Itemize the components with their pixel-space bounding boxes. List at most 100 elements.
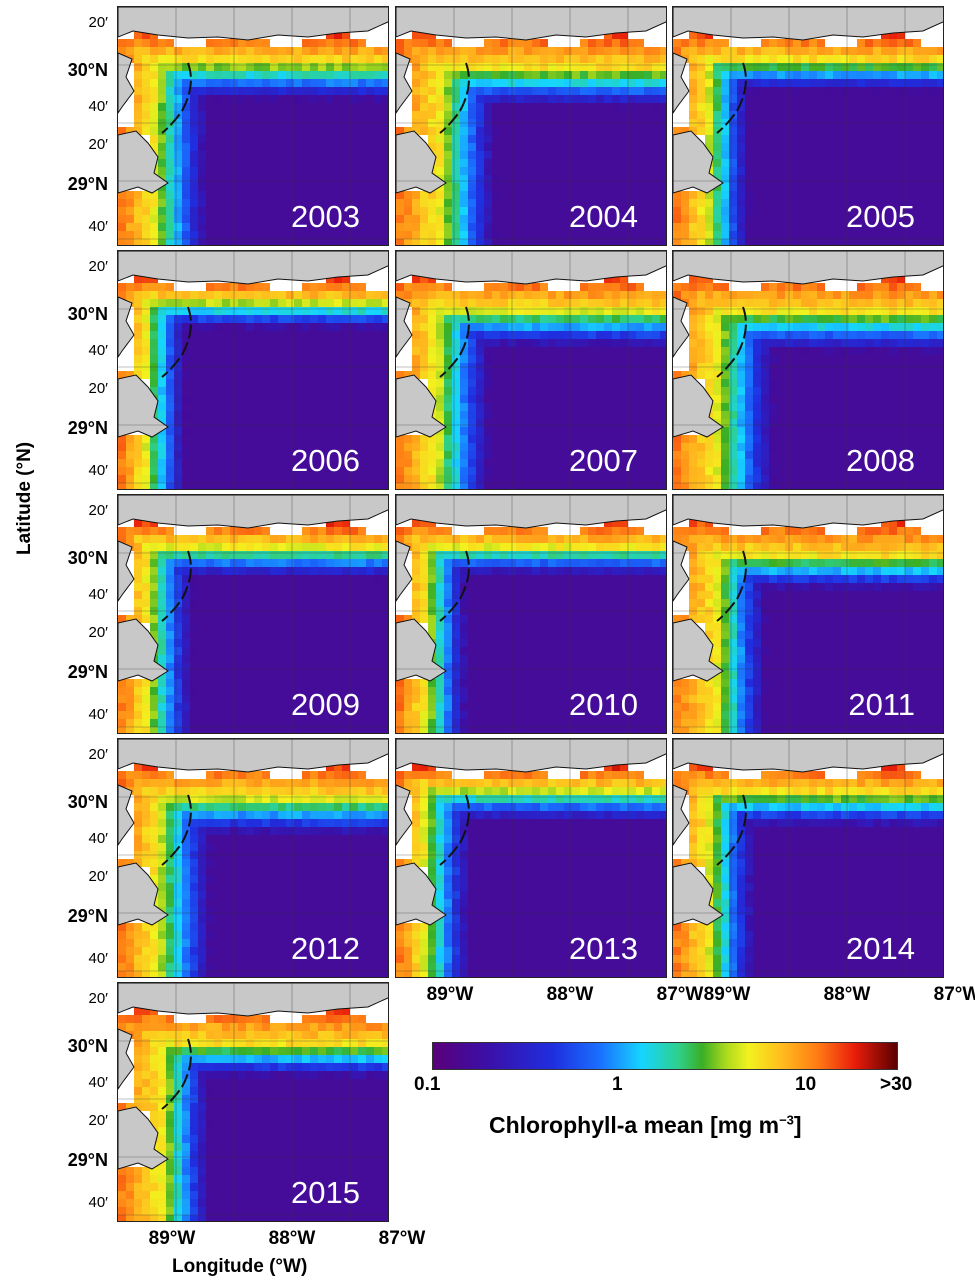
land-polygon xyxy=(118,618,169,682)
lat-tick: 40′ xyxy=(88,950,109,967)
lon-tick: 88°W xyxy=(268,1228,316,1249)
lat-tick: 20′ xyxy=(88,1112,109,1129)
lat-tick: 40′ xyxy=(88,830,109,847)
year-label: 2012 xyxy=(291,931,360,966)
lat-tick: 20′ xyxy=(88,380,109,397)
land-polygon xyxy=(118,296,135,358)
chlorophyll-map xyxy=(673,251,943,489)
x-axis-label: Longitude (°W) xyxy=(172,1256,308,1277)
land-polygon xyxy=(396,540,413,602)
lon-tick: 87°W xyxy=(378,1228,426,1249)
colorbar-tick-10: 10 xyxy=(795,1074,817,1095)
y-axis-label: Latitude (°N) xyxy=(14,441,35,555)
year-label: 2007 xyxy=(569,443,638,478)
lon-tick: 88°W xyxy=(546,984,594,1005)
land-polygon xyxy=(396,7,666,41)
lat-tick: 40′ xyxy=(88,706,109,723)
lon-tick: 89°W xyxy=(426,984,474,1005)
barrier-islands xyxy=(161,306,192,378)
land-polygon xyxy=(673,251,943,285)
barrier-islands xyxy=(439,306,470,378)
year-label: 2006 xyxy=(291,443,360,478)
land-polygon xyxy=(396,495,666,529)
lat-tick: 40′ xyxy=(88,1074,109,1091)
land-polygon xyxy=(396,374,447,438)
lat-tick: 40′ xyxy=(88,1194,109,1211)
lat-tick: 40′ xyxy=(88,342,109,359)
chlorophyll-map xyxy=(396,739,666,977)
barrier-islands xyxy=(439,550,470,622)
land-polygon xyxy=(673,296,690,358)
lat-tick: 30°N xyxy=(67,792,108,812)
chlorophyll-map xyxy=(396,495,666,733)
map-panel-2014: 2014 xyxy=(672,738,944,978)
land-polygon xyxy=(118,495,388,529)
lat-tick: 40′ xyxy=(88,218,109,235)
map-panel-2013: 2013 xyxy=(395,738,667,978)
land-polygon xyxy=(396,618,447,682)
land-polygon xyxy=(118,374,169,438)
lat-tick: 20′ xyxy=(88,258,109,275)
land-polygon xyxy=(396,296,413,358)
colorbar xyxy=(432,1042,898,1070)
chlorophyll-map xyxy=(118,7,388,245)
barrier-islands xyxy=(161,794,192,866)
land-polygon xyxy=(396,130,447,194)
lat-tick: 30°N xyxy=(67,1036,108,1056)
lon-tick: 89°W xyxy=(148,1228,196,1249)
land-polygon xyxy=(118,1028,135,1090)
map-panel-2010: 2010 xyxy=(395,494,667,734)
lat-tick: 40′ xyxy=(88,586,109,603)
map-panel-2015: 2015 xyxy=(117,982,389,1222)
year-label: 2009 xyxy=(291,687,360,722)
land-polygon xyxy=(118,862,169,926)
lat-tick: 30°N xyxy=(67,304,108,324)
lat-tick: 20′ xyxy=(88,14,109,31)
lat-tick: 30°N xyxy=(67,548,108,568)
lon-tick: 89°W xyxy=(703,984,751,1005)
barrier-islands xyxy=(161,550,192,622)
year-label: 2011 xyxy=(848,687,915,722)
year-label: 2015 xyxy=(291,1175,360,1210)
barrier-islands xyxy=(716,62,747,134)
land-polygon xyxy=(673,618,724,682)
year-label: 2008 xyxy=(846,443,915,478)
colorbar-title: Chlorophyll-a mean [mg m−3] xyxy=(489,1112,802,1138)
year-label: 2014 xyxy=(846,931,915,966)
lat-tick: 20′ xyxy=(88,868,109,885)
lat-tick: 29°N xyxy=(67,906,108,926)
lat-tick: 20′ xyxy=(88,502,109,519)
land-polygon xyxy=(673,130,724,194)
land-polygon xyxy=(118,251,388,285)
land-polygon xyxy=(673,52,690,114)
chlorophyll-map xyxy=(118,983,388,1221)
lat-tick: 20′ xyxy=(88,624,109,641)
lat-tick: 29°N xyxy=(67,418,108,438)
land-polygon xyxy=(118,130,169,194)
chlorophyll-map xyxy=(396,7,666,245)
lon-tick: 87°W xyxy=(656,984,704,1005)
colorbar-tick-1: 1 xyxy=(612,1074,623,1095)
lon-tick: 87°W xyxy=(933,984,975,1005)
lat-tick: 40′ xyxy=(88,462,109,479)
chlorophyll-map xyxy=(673,7,943,245)
land-polygon xyxy=(118,1106,169,1170)
barrier-islands xyxy=(716,306,747,378)
lon-tick: 88°W xyxy=(823,984,871,1005)
land-polygon xyxy=(673,540,690,602)
lat-tick: 29°N xyxy=(67,174,108,194)
year-label: 2010 xyxy=(569,687,638,722)
map-panel-2011: 2011 xyxy=(672,494,944,734)
land-polygon xyxy=(396,862,447,926)
map-panel-2004: 2004 xyxy=(395,6,667,246)
lat-tick: 29°N xyxy=(67,1150,108,1170)
land-polygon xyxy=(118,7,388,41)
map-panel-2007: 2007 xyxy=(395,250,667,490)
lat-tick: 20′ xyxy=(88,136,109,153)
land-polygon xyxy=(118,739,388,773)
chlorophyll-map xyxy=(396,251,666,489)
chlorophyll-map xyxy=(673,495,943,733)
year-label: 2005 xyxy=(846,199,915,234)
land-polygon xyxy=(118,52,135,114)
lat-tick: 29°N xyxy=(67,662,108,682)
